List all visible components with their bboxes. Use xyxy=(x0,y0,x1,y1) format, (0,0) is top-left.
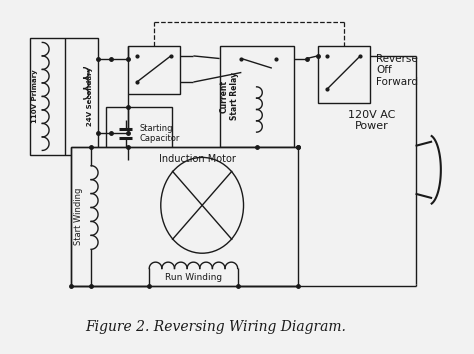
Text: Reverse
Off
Forward: Reverse Off Forward xyxy=(376,54,419,87)
Bar xyxy=(72,147,298,286)
Text: Induction Motor: Induction Motor xyxy=(159,154,236,164)
Text: Starting
Capacitor: Starting Capacitor xyxy=(139,124,179,143)
Bar xyxy=(219,46,293,147)
Text: Current
Start Relay: Current Start Relay xyxy=(219,73,239,120)
Bar xyxy=(318,46,370,103)
Text: 110V Primary: 110V Primary xyxy=(32,69,38,123)
Text: 24V Secondary: 24V Secondary xyxy=(87,67,93,126)
Bar xyxy=(106,107,172,160)
Bar xyxy=(30,38,98,155)
Text: 120V AC
Power: 120V AC Power xyxy=(348,110,396,131)
Text: Run Winding: Run Winding xyxy=(165,273,222,282)
Text: Start Winding: Start Winding xyxy=(73,188,82,245)
Text: Figure 2. Reversing Wiring Diagram.: Figure 2. Reversing Wiring Diagram. xyxy=(85,320,346,334)
Bar xyxy=(128,46,181,94)
